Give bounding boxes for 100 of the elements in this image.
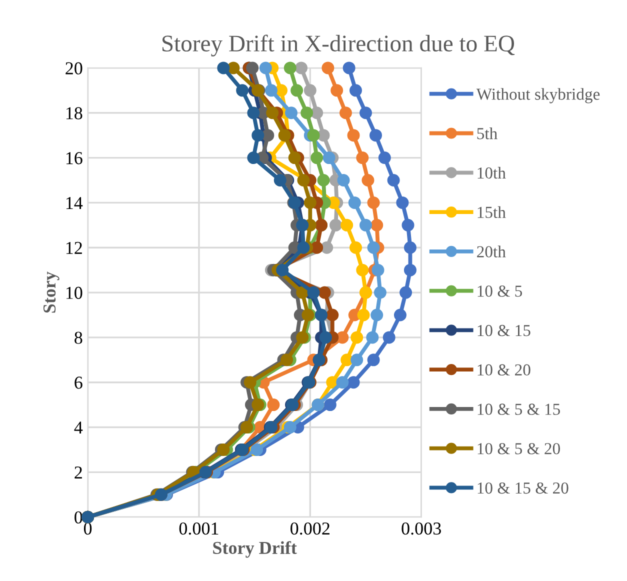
point — [280, 354, 294, 366]
point — [247, 106, 260, 120]
point — [357, 308, 370, 322]
point — [370, 129, 382, 142]
point — [310, 152, 324, 164]
point — [217, 443, 230, 456]
point — [297, 174, 310, 187]
point — [339, 106, 352, 120]
point — [356, 152, 369, 164]
point — [356, 264, 369, 276]
point — [394, 308, 406, 322]
legend-label: 15th — [478, 206, 506, 218]
point — [317, 174, 330, 187]
point — [304, 196, 316, 209]
point — [318, 286, 331, 299]
legend-label: 10th — [478, 166, 506, 179]
point — [348, 196, 361, 209]
point — [259, 62, 272, 74]
point — [244, 376, 256, 389]
point — [236, 84, 249, 97]
point — [329, 218, 342, 232]
x-axis-title: Story Drift — [213, 541, 297, 558]
point — [320, 241, 334, 254]
y-tick-label: 4 — [74, 422, 83, 434]
point — [350, 331, 364, 344]
point — [367, 196, 380, 209]
point — [362, 174, 374, 187]
point — [336, 331, 349, 344]
legend-label: 10 & 15 — [478, 324, 530, 336]
point — [402, 218, 414, 232]
point — [367, 241, 380, 254]
chart-title: Storey Drift in X-direction due to EQ — [162, 34, 515, 56]
y-tick-label: 20 — [66, 62, 82, 74]
point — [250, 443, 264, 456]
point — [340, 354, 354, 366]
point — [307, 286, 320, 299]
y-axis-title: Story — [43, 272, 60, 313]
legend-label: 20th — [477, 246, 506, 258]
point — [278, 129, 291, 142]
point — [350, 354, 364, 366]
point — [360, 106, 372, 120]
point — [337, 174, 350, 187]
point — [217, 62, 230, 74]
point — [370, 308, 384, 322]
legend-label: 10 & 5 & 15 — [478, 404, 560, 415]
point — [360, 218, 372, 232]
point — [310, 241, 324, 254]
y-tick-label: 16 — [66, 152, 82, 164]
point — [307, 129, 320, 142]
legend-label: 10 & 15 & 20 — [478, 482, 568, 494]
y-tick-label: 8 — [74, 332, 82, 344]
point — [317, 129, 330, 142]
point — [382, 331, 396, 344]
point — [262, 129, 274, 142]
point — [266, 106, 279, 120]
point — [372, 264, 384, 276]
point — [322, 152, 336, 164]
point — [276, 264, 289, 276]
legend-label: 10 & 5 — [478, 286, 522, 297]
point — [347, 376, 360, 389]
point — [304, 84, 316, 97]
point — [400, 286, 412, 299]
point — [297, 241, 310, 254]
point — [374, 286, 386, 299]
point — [267, 398, 280, 412]
y-tick-label: 12 — [66, 242, 82, 254]
point — [330, 84, 344, 97]
y-tick-label: 2 — [74, 466, 82, 478]
point — [387, 174, 400, 187]
y-tick-label: 6 — [74, 376, 82, 389]
point — [290, 84, 304, 97]
point — [247, 152, 260, 164]
y-tick-label: 14 — [66, 197, 83, 209]
point — [366, 331, 379, 344]
legend-label: 10 & 20 — [478, 364, 530, 376]
point — [300, 106, 314, 120]
point — [349, 84, 362, 97]
legend-label: Without skybridge — [476, 88, 600, 104]
point — [349, 241, 362, 254]
y-tick-label: 10 — [66, 286, 82, 299]
legend-label: 10 & 5 & 20 — [478, 443, 560, 454]
point — [404, 264, 416, 276]
point — [295, 62, 308, 74]
point — [324, 398, 336, 412]
point — [322, 62, 334, 74]
point — [370, 218, 384, 232]
point — [396, 196, 409, 209]
point — [252, 129, 264, 142]
point — [310, 106, 324, 120]
x-tick-label: 0.003 — [402, 522, 441, 535]
x-tick-label: 0.001 — [179, 522, 218, 535]
point — [326, 308, 339, 322]
point — [285, 106, 298, 120]
point — [336, 376, 349, 389]
point — [246, 62, 259, 74]
point — [367, 354, 380, 366]
point — [404, 241, 416, 254]
point — [284, 62, 296, 74]
point — [274, 174, 286, 187]
y-tick-label: 18 — [66, 107, 82, 120]
